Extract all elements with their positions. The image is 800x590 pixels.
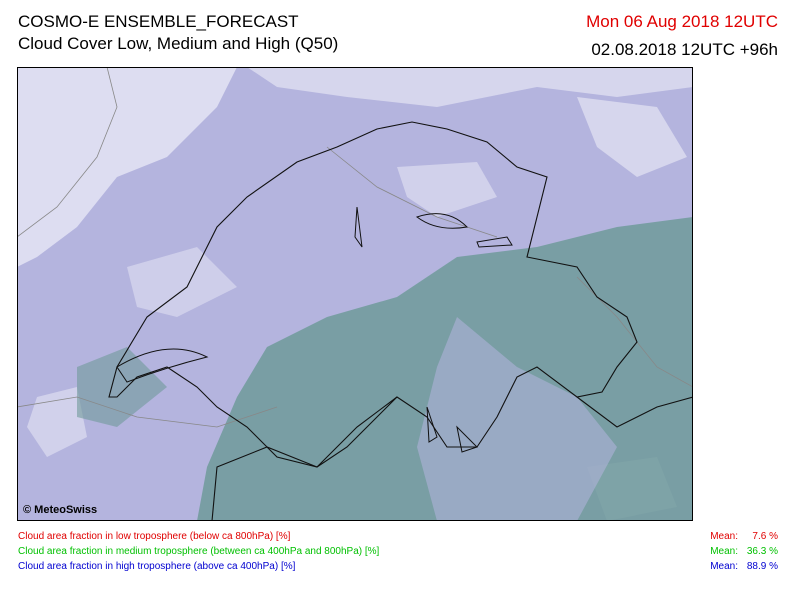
title: COSMO-E ENSEMBLE_FORECAST — [18, 12, 299, 31]
map-frame — [17, 67, 693, 521]
subtitle: Cloud Cover Low, Medium and High (Q50) — [18, 34, 339, 53]
mean-low: 7.6 % — [752, 531, 778, 542]
legend-medium: Cloud area fraction in medium tropospher… — [18, 546, 380, 557]
valid-time: Mon 06 Aug 2018 12UTC — [586, 12, 778, 31]
legend-low: Cloud area fraction in low troposphere (… — [18, 531, 291, 542]
mean-label-low: Mean: — [710, 531, 738, 542]
mean-high: 88.9 % — [746, 561, 778, 572]
copyright: © MeteoSwiss — [23, 504, 97, 516]
mean-label-medium: Mean: — [710, 546, 738, 557]
map: © MeteoSwiss — [17, 67, 693, 521]
country-border — [108, 121, 692, 520]
cloudy-areas — [77, 217, 692, 520]
run-time: 02.08.2018 12UTC +96h — [591, 40, 778, 59]
legend-high: Cloud area fraction in high troposphere … — [18, 561, 296, 572]
mean-label-high: Mean: — [710, 561, 738, 572]
mean-medium: 36.3 % — [746, 546, 778, 557]
lakes — [116, 206, 513, 453]
